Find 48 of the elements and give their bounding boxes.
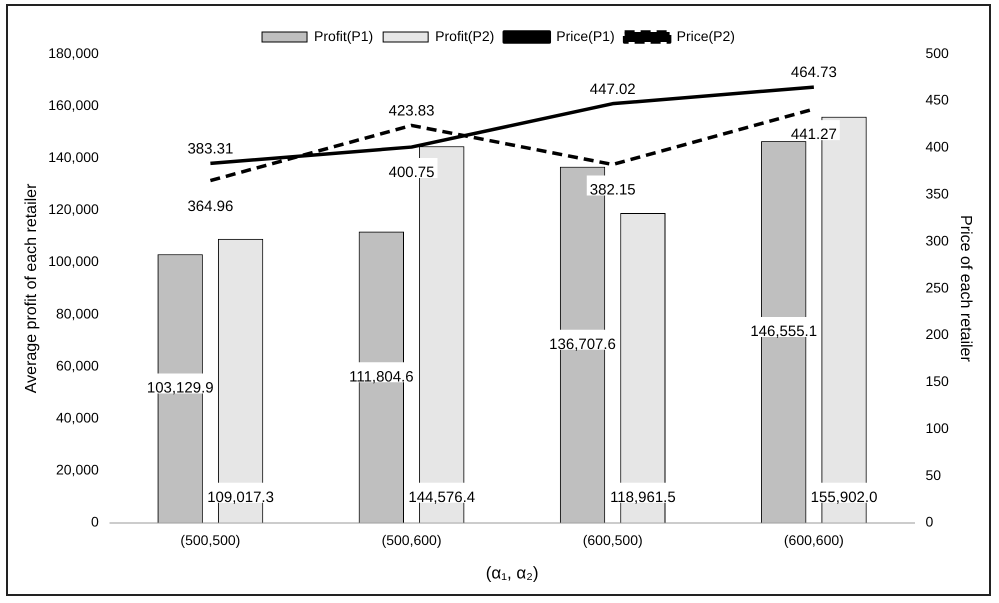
y-tick-label: 140,000 bbox=[48, 149, 100, 166]
x-tick-label: (600,600) bbox=[784, 532, 844, 548]
x-tick-label: (600,500) bbox=[582, 532, 643, 548]
data-label: 441.27 bbox=[790, 126, 837, 144]
y2-axis-title: Price of each retailer bbox=[956, 215, 974, 362]
y2-tick-label: 100 bbox=[925, 420, 950, 436]
y-tick-label: 0 bbox=[91, 514, 100, 530]
data-label: 155,902.0 bbox=[810, 488, 878, 506]
y2-tick-label: 400 bbox=[925, 138, 950, 155]
y2-tick-label: 450 bbox=[925, 92, 950, 108]
data-label: 447.02 bbox=[590, 80, 636, 98]
y2-tick-label: 300 bbox=[925, 232, 950, 248]
y-tick-label: 180,000 bbox=[48, 44, 100, 61]
y-tick-label: 80,000 bbox=[56, 305, 100, 322]
y2-tick-label: 0 bbox=[925, 514, 934, 530]
x-tick-label: (500,500) bbox=[180, 532, 240, 548]
y2-tick-label: 500 bbox=[925, 44, 950, 61]
data-label: 464.73 bbox=[790, 64, 837, 82]
data-label: 364.96 bbox=[187, 198, 234, 215]
data-label: 146,555.1 bbox=[750, 323, 818, 340]
y2-tick-label: 50 bbox=[925, 466, 942, 483]
data-label: 136,707.6 bbox=[549, 336, 616, 353]
legend-label: Price(P1) bbox=[556, 28, 615, 44]
y-axis-title: Average profit of each retailer bbox=[23, 182, 40, 394]
y2-tick-label: 150 bbox=[925, 373, 950, 390]
y2-tick-label: 200 bbox=[925, 326, 950, 342]
data-label: 111,804.6 bbox=[349, 368, 414, 386]
data-label: 383.31 bbox=[187, 140, 234, 158]
legend-label: Price(P2) bbox=[676, 28, 735, 44]
data-label: 118,961.5 bbox=[610, 488, 676, 506]
data-label: 382.15 bbox=[590, 182, 636, 199]
y-tick-label: 60,000 bbox=[56, 357, 100, 374]
y-tick-label: 100,000 bbox=[48, 253, 100, 270]
data-label: 103,129.9 bbox=[146, 380, 214, 397]
y2-tick-label: 350 bbox=[925, 186, 950, 202]
y2-tick-label: 250 bbox=[925, 279, 950, 296]
legend-label: Profit(P1) bbox=[314, 28, 374, 44]
y-tick-label: 40,000 bbox=[56, 409, 100, 426]
data-label: 144,576.4 bbox=[408, 488, 476, 506]
x-tick-label: (500,600) bbox=[382, 532, 442, 548]
y-tick-label: 20,000 bbox=[56, 462, 100, 478]
data-label: 109,017.3 bbox=[207, 488, 274, 506]
data-label: 400.75 bbox=[388, 164, 434, 182]
data-label: 423.83 bbox=[388, 102, 434, 120]
y-tick-label: 120,000 bbox=[48, 201, 100, 218]
legend-label: Profit(P2) bbox=[435, 28, 494, 44]
x-axis-title: (α₁, α₂) bbox=[486, 563, 539, 582]
y-tick-label: 160,000 bbox=[48, 96, 100, 113]
